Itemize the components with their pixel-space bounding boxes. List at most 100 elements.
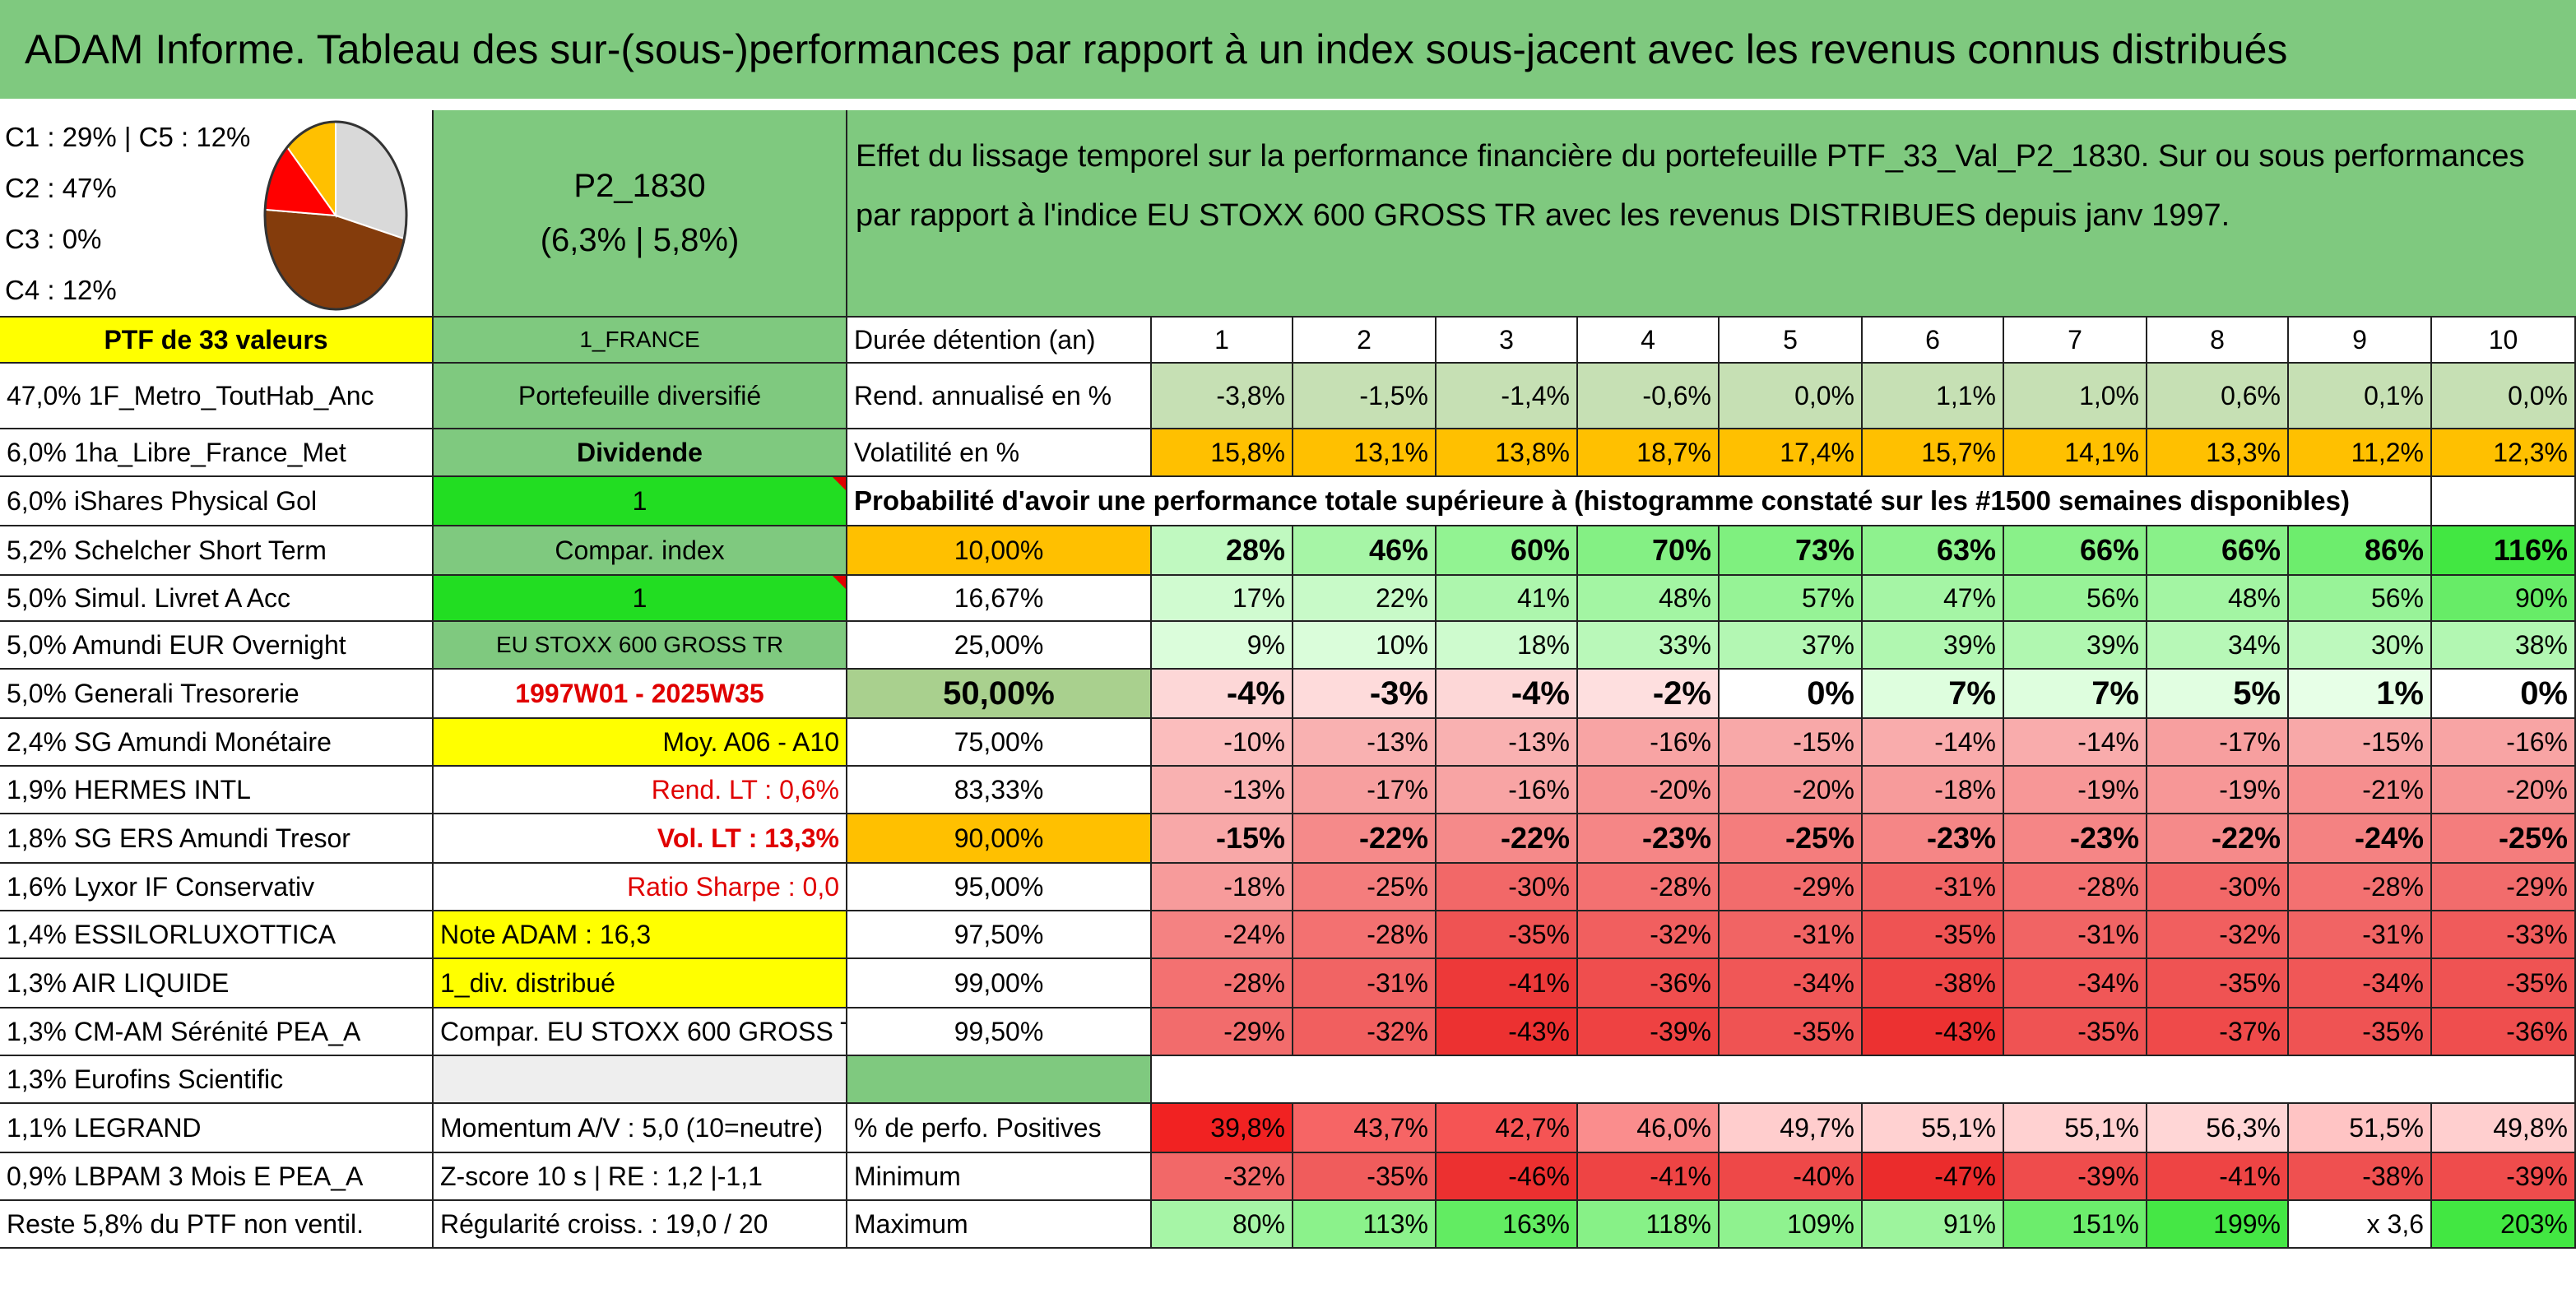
info-cell-1: 1_FRANCE [434,318,847,364]
prob-cell-10-5: -34% [1720,959,1863,1008]
vol-value-7: 14,1% [2004,429,2147,477]
prob-cell-1-2: 46% [1293,526,1437,576]
prob-cell-8-8: -30% [2147,864,2289,911]
prob-cell-6-1: -13% [1152,767,1293,814]
holding-row-4: 5,2% Schelcher Short Term [0,526,434,576]
positives-value-7: 55,1% [2004,1104,2147,1153]
prob-cell-1-3: 60% [1437,526,1578,576]
holding-row-12: 1,4% ESSILORLUXOTTICA [0,911,434,959]
holding-row-18: Reste 5,8% du PTF non ventil. [0,1201,434,1249]
prob-cell-6-5: -20% [1720,767,1863,814]
prob-cell-6-7: -19% [2004,767,2147,814]
info-cell-19: Régularité croiss. : 19,0 / 20 [434,1201,847,1249]
spacer-blank [1152,1056,2576,1104]
allocation-panel: C1 : 29% | C5 : 12% C2 : 47% C3 : 0% C4 … [0,110,434,318]
minimum-value-4: -41% [1578,1153,1720,1201]
year-header-4: 4 [1578,318,1720,364]
positives-value-9: 51,5% [2289,1104,2432,1153]
maximum-value-3: 163% [1437,1201,1578,1249]
prob-cell-8-6: -31% [1863,864,2004,911]
maximum-value-8: 199% [2147,1201,2289,1249]
info-cell-15: Compar. EU STOXX 600 GROSS TR [434,1008,847,1056]
holding-row-11: 1,6% Lyxor IF Conservativ [0,864,434,911]
minimum-label: Minimum [847,1153,1152,1201]
minimum-value-5: -40% [1720,1153,1863,1201]
prob-cell-4-1: -4% [1152,670,1293,719]
prob-cell-9-10: -33% [2432,911,2576,959]
holding-row-3: 6,0% iShares Physical Gol [0,477,434,526]
positives-value-3: 42,7% [1437,1104,1578,1153]
prob-cell-10-4: -36% [1578,959,1720,1008]
prob-cell-11-10: -36% [2432,1008,2576,1056]
prob-cell-1-7: 66% [2004,526,2147,576]
info-cell-17: Momentum A/V : 5,0 (10=neutre) [434,1104,847,1153]
year-header-7: 7 [2004,318,2147,364]
vol-value-10: 12,3% [2432,429,2576,477]
prob-cell-11-3: -43% [1437,1008,1578,1056]
positives-value-1: 39,8% [1152,1104,1293,1153]
minimum-value-2: -35% [1293,1153,1437,1201]
prob-cell-7-1: -15% [1152,814,1293,864]
quantile-7: 90,00% [847,814,1152,864]
rend-value-4: -0,6% [1578,364,1720,429]
quantile-8: 95,00% [847,864,1152,911]
prob-cell-2-10: 90% [2432,576,2576,622]
info-cell-11: Vol. LT : 13,3% [434,814,847,864]
prob-cell-2-6: 47% [1863,576,2004,622]
title-separator [0,99,2576,110]
maximum-value-5: 109% [1720,1201,1863,1249]
prob-cell-5-7: -14% [2004,719,2147,767]
portfolio-name: P2_1830 [573,168,706,204]
prob-cell-4-8: 5% [2147,670,2289,719]
info-cell-14: 1_div. distribué [434,959,847,1008]
prob-cell-11-2: -32% [1293,1008,1437,1056]
holding-row-17: 0,9% LBPAM 3 Mois E PEA_A [0,1153,434,1201]
prob-cell-10-10: -35% [2432,959,2576,1008]
prob-cell-1-10: 116% [2432,526,2576,576]
quantile-3: 25,00% [847,622,1152,670]
maximum-value-9: x 3,6 [2289,1201,2432,1249]
info-cell-3: Dividende [434,429,847,477]
prob-cell-9-9: -31% [2289,911,2432,959]
prob-cell-11-7: -35% [2004,1008,2147,1056]
prob-cell-4-2: -3% [1293,670,1437,719]
spacer-green [847,1056,1152,1104]
prob-cell-7-6: -23% [1863,814,2004,864]
holding-row-10: 1,8% SG ERS Amundi Tresor [0,814,434,864]
quantile-4: 50,00% [847,670,1152,719]
prob-cell-10-9: -34% [2289,959,2432,1008]
vol-value-8: 13,3% [2147,429,2289,477]
prob-cell-8-9: -28% [2289,864,2432,911]
portfolio-box: P2_1830 (6,3% | 5,8%) [434,110,847,318]
year-header-10: 10 [2432,318,2576,364]
minimum-value-8: -41% [2147,1153,2289,1201]
positives-value-10: 49,8% [2432,1104,2576,1153]
positives-value-4: 46,0% [1578,1104,1720,1153]
prob-cell-10-1: -28% [1152,959,1293,1008]
prob-cell-8-5: -29% [1720,864,1863,911]
holding-row-5: 5,0% Simul. Livret A Acc [0,576,434,622]
minimum-value-3: -46% [1437,1153,1578,1201]
prob-cell-2-7: 56% [2004,576,2147,622]
page-title: ADAM Informe. Tableau des sur-(sous-)per… [0,0,2576,99]
prob-cell-4-10: 0% [2432,670,2576,719]
quantile-11: 99,50% [847,1008,1152,1056]
info-cell-16 [434,1056,847,1104]
info-cell-18: Z-score 10 s | RE : 1,2 |-1,1 [434,1153,847,1201]
prob-cell-9-2: -28% [1293,911,1437,959]
prob-cell-1-1: 28% [1152,526,1293,576]
minimum-value-7: -39% [2004,1153,2147,1201]
holding-row-13: 1,3% AIR LIQUIDE [0,959,434,1008]
info-cell-6: 1 [434,576,847,622]
info-cell-5: Compar. index [434,526,847,576]
vol-value-5: 17,4% [1720,429,1863,477]
info-cell-9: Moy. A06 - A10 [434,719,847,767]
prob-cell-1-4: 70% [1578,526,1720,576]
holding-row-16: 1,1% LEGRAND [0,1104,434,1153]
prob-cell-9-7: -31% [2004,911,2147,959]
prob-cell-8-3: -30% [1437,864,1578,911]
prob-cell-9-5: -31% [1720,911,1863,959]
prob-cell-3-9: 30% [2289,622,2432,670]
rend-value-3: -1,4% [1437,364,1578,429]
holding-row-7: 5,0% Generali Tresorerie [0,670,434,719]
